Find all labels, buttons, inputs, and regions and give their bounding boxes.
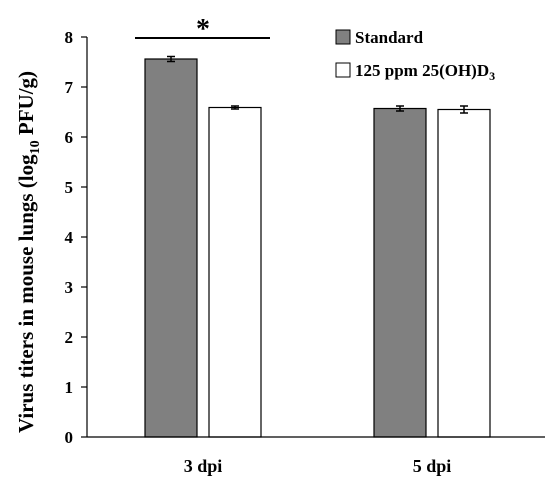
y-tick-label: 0 [65, 428, 74, 447]
x-category-label: 5 dpi [413, 456, 452, 476]
bar-series0-cat1 [373, 107, 427, 438]
x-category-labels: 3 dpi 5 dpi [184, 456, 452, 476]
y-ticks: 0 1 2 3 4 5 6 7 8 [65, 28, 87, 447]
bars [144, 58, 491, 438]
y-tick-label: 4 [65, 228, 74, 247]
y-tick-label: 2 [65, 328, 74, 347]
y-tick-label: 6 [65, 128, 74, 147]
legend-swatch-standard [335, 29, 351, 45]
y-tick-label: 5 [65, 178, 74, 197]
bar-series1-cat1 [437, 108, 491, 438]
y-tick-label: 1 [65, 378, 74, 397]
x-category-label: 3 dpi [184, 456, 223, 476]
significance-asterisk: * [196, 14, 210, 45]
legend-label-vitd: 125 ppm 25(OH)D3 [355, 61, 495, 83]
legend-swatch-vitd [335, 62, 351, 78]
y-tick-label: 8 [65, 28, 74, 47]
legend: Standard 125 ppm 25(OH)D3 [335, 28, 495, 83]
bar-series1-cat0 [208, 106, 262, 438]
legend-label-standard: Standard [355, 28, 424, 47]
y-axis-label: Virus titers in mouse lungs (log10 PFU/g… [14, 71, 43, 433]
y-tick-label: 7 [65, 78, 74, 97]
bar-series0-cat0 [144, 58, 198, 438]
y-tick-label: 3 [65, 278, 74, 297]
error-bars [167, 55, 468, 114]
